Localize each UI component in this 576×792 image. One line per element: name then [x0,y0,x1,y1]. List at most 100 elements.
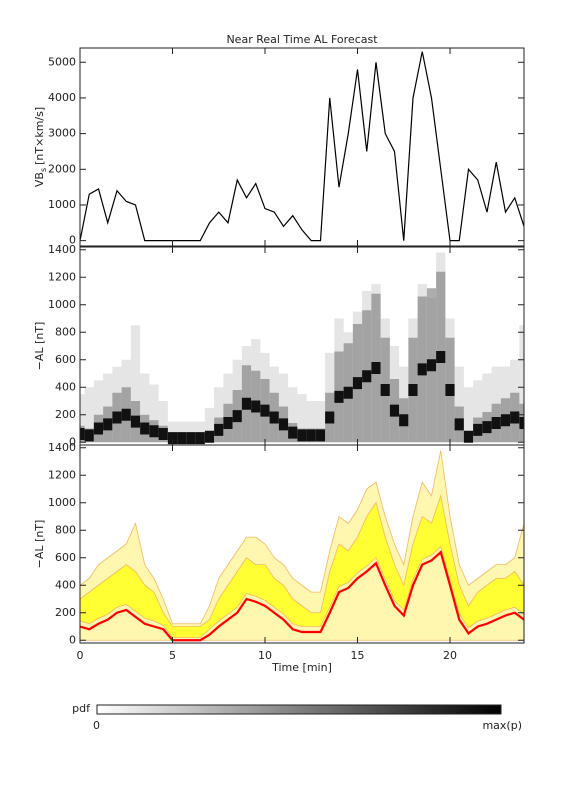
pdf-peak [204,430,215,443]
x-tick-label: 10 [258,649,272,662]
y-label-main: VB [33,172,46,187]
values-line [80,51,524,242]
pdf-peak [343,386,353,399]
pdf-peak [260,404,270,417]
pdf-peak [352,377,363,390]
y-tick-label: 1000 [48,496,76,509]
pdf-extent [177,421,187,443]
pdf-peak [334,390,344,403]
y-tick-label: 800 [55,523,76,536]
pdf-peak [417,363,427,376]
y-tick-label: 0 [69,234,76,247]
pdf-peak [121,408,131,421]
pdf-extent [195,421,205,443]
pdf-peak [389,404,400,417]
y-tick-label: 0 [69,633,76,646]
pdf-extent [167,421,178,443]
pdf-peak [269,411,279,424]
x-tick-label: 20 [443,649,457,662]
y-tick-label: 1200 [48,270,76,283]
outer_high-area [80,450,524,641]
y-tick-label: 1000 [48,298,76,311]
panel [80,51,524,242]
pdf-extent [140,373,150,443]
panel-frame [79,444,525,644]
panel [80,252,524,445]
colorbar-max: max(p) [482,719,522,732]
colorbar-min: 0 [93,719,100,732]
y-tick-label: 1400 [48,243,76,256]
pdf-peak [473,423,483,436]
y-tick-label: 0 [69,435,76,448]
y-axis-label: −AL [nT] [33,520,46,569]
y-tick-label: 400 [55,380,76,393]
y-tick-label: 600 [55,353,76,366]
pdf-peak [491,417,501,429]
y-tick-label: 200 [55,408,76,421]
band_high-area [80,494,524,638]
pdf-extent [80,394,85,443]
y-tick-label: 5000 [48,55,76,68]
y-tick-label: 4000 [48,91,76,104]
chart-title: Near Real Time AL Forecast [226,33,378,46]
colorbar [96,704,502,715]
pdf-extent [93,380,104,443]
pdf-peak [399,414,409,427]
y-tick-label: 800 [55,325,76,338]
pdf-extent [463,387,474,443]
colorbar-label: pdf [72,702,91,715]
pdf-peak [130,415,141,428]
pdf-peak [214,423,224,436]
y-tick-label: 2000 [48,162,76,175]
pdf-extent [204,407,215,443]
pdf-extent [149,384,159,443]
pdf-peak [177,432,187,445]
pdf-peak [103,418,113,431]
pdf-peak [371,362,381,374]
pdf-peak [278,418,289,431]
pdf-peak [500,414,511,427]
pdf-peak [158,428,168,440]
y-label-main: −AL [nT] [33,520,46,569]
y-tick-label: 600 [55,551,76,564]
y-tick-label: 1000 [48,198,76,211]
pdf-extent [454,366,464,443]
pdf-peak [362,370,372,383]
pdf-peak [223,417,233,429]
pdf-peak [251,400,261,413]
pdf-peak [306,429,316,442]
y-tick-label: 200 [55,606,76,619]
x-tick-label: 15 [351,649,365,662]
panel [80,450,524,642]
pdf-peak [149,425,159,438]
y-tick-label: 400 [55,578,76,591]
pdf-peak [445,384,455,396]
pdf-peak [510,411,520,424]
pdf-peak [315,429,326,442]
pdf-extent [158,401,168,443]
pdf-extent [306,401,316,443]
pdf-extent [288,387,298,443]
pdf-extent [473,380,483,443]
pdf-peak [241,397,252,410]
pdf-peak [186,432,196,445]
pdf-peak [463,430,474,443]
pdf-peak [93,422,104,435]
pdf-peak [454,418,464,431]
y-label-main: −AL [nT] [33,322,46,371]
y-tick-label: 3000 [48,127,76,140]
pdf-peak [140,422,150,435]
pdf-peak [408,384,418,396]
pdf-extent [297,394,307,443]
pdf-extent [186,421,196,443]
pdf-peak [112,411,122,424]
pdf-peak [325,411,335,424]
y-tick-label: 1200 [48,468,76,481]
panel-frame [79,47,525,247]
y-label-sub: s [39,168,48,172]
median-line [80,550,524,642]
pdf-peak [288,426,298,439]
y-axis-label: VBs [nT×km/s] [33,107,48,187]
x-axis-label: Time [min] [271,661,332,674]
